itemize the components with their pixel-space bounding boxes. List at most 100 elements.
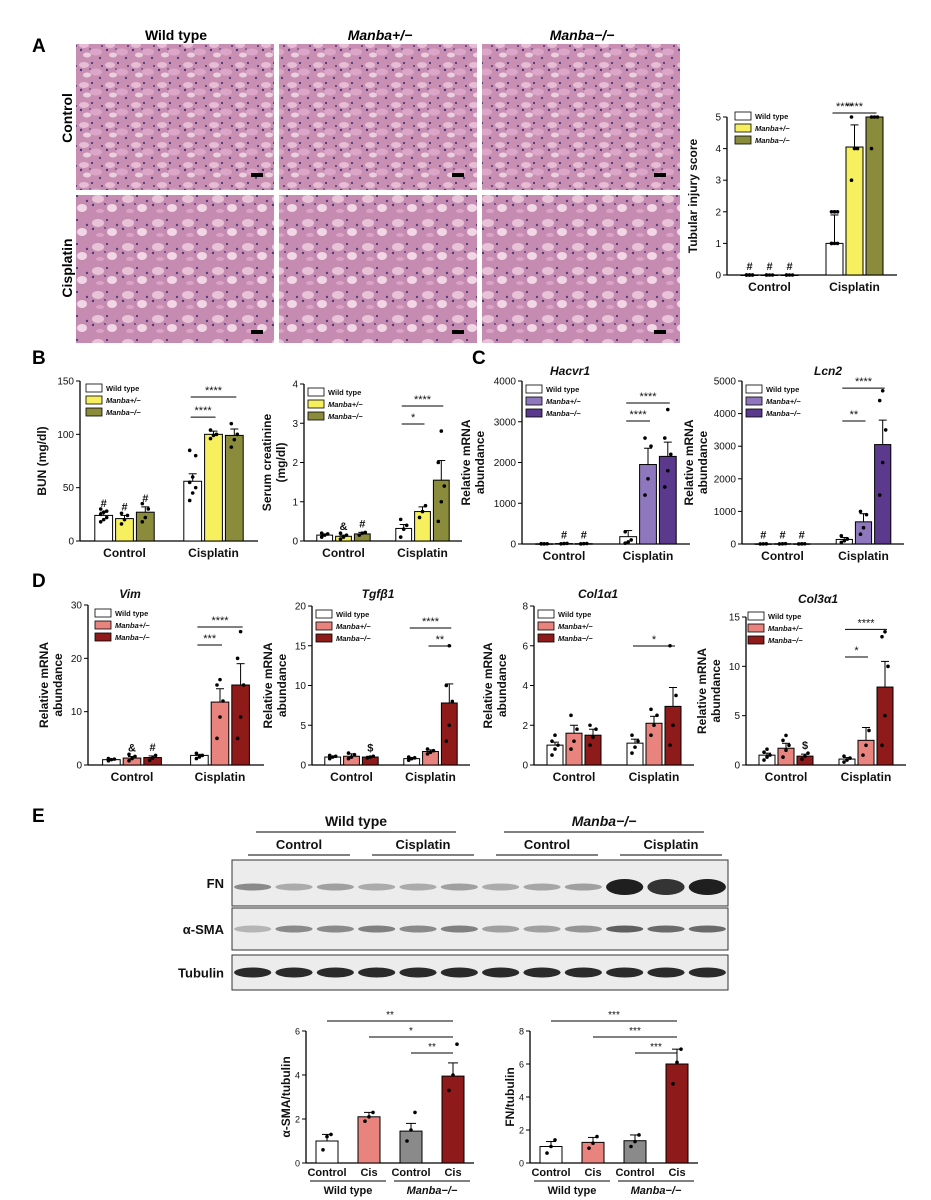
data-point <box>849 115 854 119</box>
significance-label: **** <box>422 616 440 628</box>
data-point <box>762 758 766 762</box>
significance-label: **** <box>211 615 229 627</box>
data-point <box>630 751 634 755</box>
data-point <box>218 715 222 719</box>
data-point <box>450 699 455 704</box>
data-point <box>835 210 840 214</box>
significance-label: *** <box>608 1010 620 1021</box>
legend-swatch <box>537 621 555 631</box>
micrograph-control-wild-type <box>76 44 274 190</box>
bar <box>353 533 371 542</box>
legend-entry: Manba+/− <box>328 400 363 409</box>
significance-mark: # <box>799 530 805 542</box>
y-tick-label: 0 <box>295 1159 300 1169</box>
data-point <box>238 715 243 719</box>
data-point <box>849 178 854 182</box>
data-point <box>594 727 598 732</box>
data-point <box>649 707 653 712</box>
y-tick-label: 5 <box>715 113 721 124</box>
blot-band <box>688 879 726 895</box>
legend-entry: Manba−/− <box>755 136 790 145</box>
data-point <box>643 436 647 440</box>
significance-label: * <box>409 1026 413 1037</box>
column-label-manba-het: Manba+/− <box>348 27 413 43</box>
data-point <box>549 1144 553 1149</box>
data-point <box>553 733 557 737</box>
data-point <box>194 751 199 756</box>
chart-col1a1: 0 2 4 6 8 Relative mRNA abundance Col1α1 Control… <box>481 587 694 784</box>
data-point <box>761 542 766 546</box>
y-tick-label: 20 <box>71 654 83 665</box>
data-point <box>327 756 332 761</box>
blot-band <box>688 925 726 933</box>
data-point <box>197 755 202 759</box>
legend-swatch <box>307 399 325 409</box>
data-point <box>675 1060 679 1065</box>
data-point <box>146 507 151 511</box>
data-point <box>880 460 885 465</box>
data-point <box>193 453 198 458</box>
data-point <box>98 507 103 511</box>
data-point <box>187 448 192 453</box>
y-tick-label: 0 <box>715 271 721 282</box>
y-tick-label: 6 <box>295 1027 300 1037</box>
y-tick-label: 0 <box>76 761 82 772</box>
data-point <box>447 1088 451 1093</box>
legend-swatch <box>85 383 103 393</box>
bar <box>581 1141 605 1164</box>
data-point <box>420 509 425 514</box>
chart-col3a1: 0 5 10 15 Relative mRNA abundance Col3α1 Contro… <box>695 592 906 784</box>
y-tick-label: 6 <box>522 641 528 652</box>
data-point <box>235 736 240 741</box>
data-point <box>637 1133 641 1137</box>
scale-bar <box>251 330 263 334</box>
data-point <box>371 1110 375 1115</box>
data-point <box>679 1047 683 1051</box>
group-label: Manba−/− <box>407 1185 458 1197</box>
data-point <box>338 537 343 541</box>
significance-mark: $ <box>367 742 373 754</box>
y-tick-label: 5000 <box>714 377 737 388</box>
blot-band <box>647 879 685 895</box>
significance-label: **** <box>855 376 873 388</box>
blot-condition-label: Control <box>276 837 322 852</box>
blot-band <box>316 925 354 933</box>
data-point <box>880 388 885 393</box>
x-category-label: Cis <box>444 1167 461 1179</box>
bar <box>865 116 884 276</box>
blot-band <box>275 967 313 978</box>
significance-mark: # <box>150 742 156 754</box>
data-point <box>864 512 869 517</box>
legend-entry: Manba−/− <box>768 636 803 645</box>
legend-entry: Wild type <box>328 388 361 397</box>
chart-asma-tubulin: 0 2 4 6 α-SMA/tubulin Control Cis Control Cis Wil… <box>279 1010 474 1197</box>
data-point <box>417 515 422 520</box>
blot-band <box>234 925 272 933</box>
data-point <box>357 533 362 537</box>
data-point <box>194 756 199 761</box>
y-tick-label: 2 <box>519 1126 524 1136</box>
blot-band <box>564 925 602 933</box>
data-point <box>848 756 852 760</box>
y-tick-label: 10 <box>729 662 741 673</box>
significance-mark: # <box>581 530 587 542</box>
significance-mark: # <box>786 261 792 273</box>
data-point <box>587 1146 591 1150</box>
y-tick-label: 100 <box>57 430 74 441</box>
data-point <box>409 756 414 761</box>
data-point <box>431 748 436 753</box>
scale-bar <box>654 173 666 177</box>
y-tick-label: 4 <box>522 681 528 692</box>
y-tick-label: 3 <box>715 176 721 187</box>
data-point <box>623 541 627 545</box>
data-point <box>104 509 109 513</box>
y-tick-label: 150 <box>57 377 74 388</box>
micrograph-cisplatin-manba-ko <box>482 195 680 343</box>
significance-label: ** <box>428 1042 436 1053</box>
data-point <box>832 241 837 246</box>
significance-label: *** <box>203 633 217 645</box>
data-point <box>550 739 554 743</box>
legend-entry: Manba−/− <box>328 412 363 421</box>
data-point <box>762 750 766 754</box>
significance-label: **** <box>205 385 223 397</box>
